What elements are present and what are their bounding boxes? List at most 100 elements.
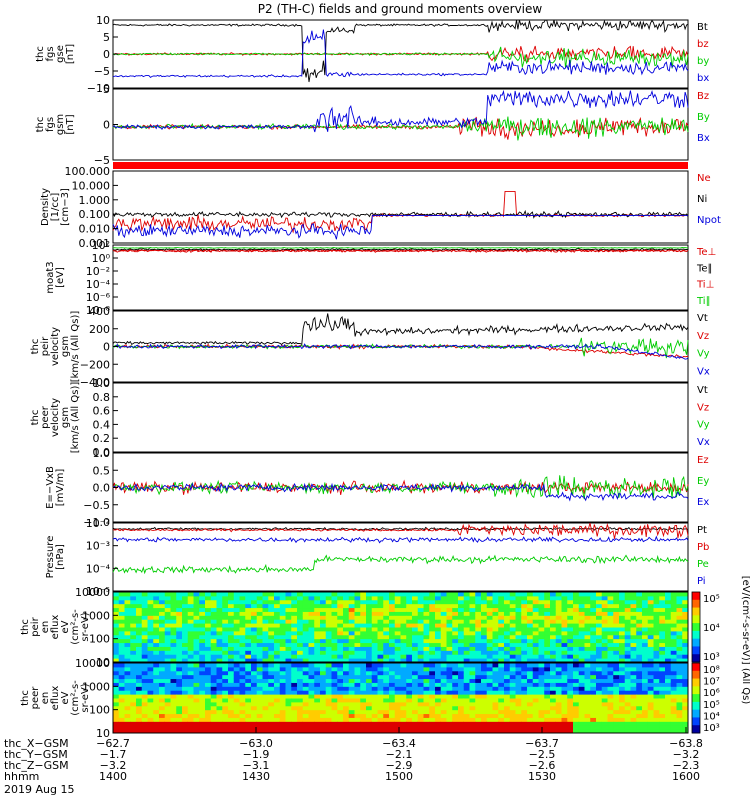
spectrogram-cell <box>429 678 436 683</box>
spectrogram-cell <box>590 729 597 734</box>
spectrogram-cell <box>164 670 171 676</box>
spectrogram-cell <box>653 638 660 644</box>
spectrogram-cell <box>239 678 246 683</box>
spectrogram-cell <box>251 650 258 655</box>
spectrogram-cell <box>498 663 505 668</box>
spectrogram-cell <box>325 646 332 651</box>
spectrogram-cell <box>331 599 338 605</box>
spectrogram-cell <box>400 694 407 699</box>
spectrogram-cell <box>538 615 545 620</box>
spectrogram-cell <box>653 619 660 624</box>
spectrogram-cell <box>337 619 344 624</box>
spectrogram-cell <box>182 725 189 730</box>
spectrogram-cell <box>486 599 493 605</box>
spectrogram-cell <box>251 717 258 722</box>
spectrogram-cell <box>619 682 626 687</box>
spectrogram-cell <box>509 709 516 715</box>
spectrogram-cell <box>619 630 626 636</box>
spectrogram-cell <box>325 682 332 687</box>
spectrogram-cell <box>274 686 281 691</box>
spectrogram-cell <box>469 663 476 668</box>
spectrogram-cell <box>561 615 568 620</box>
spectrogram-cell <box>481 646 488 651</box>
spectrogram-cell <box>354 646 361 651</box>
spectrogram-cell <box>136 658 143 663</box>
spectrogram-cell <box>366 725 373 730</box>
spectrogram-cell <box>348 725 355 730</box>
spectrogram-cell <box>130 599 137 605</box>
spectrogram-cell <box>682 646 689 651</box>
spectrogram-cell <box>590 701 597 707</box>
spectrogram-cell <box>601 619 608 624</box>
spectrogram-cell <box>475 705 482 711</box>
spectrogram-cell <box>314 666 321 672</box>
spectrogram-cell <box>630 729 637 734</box>
spectrogram-cell <box>452 658 459 663</box>
spectrogram-cell <box>199 682 206 687</box>
spectrogram-cell <box>532 666 539 672</box>
spectrogram-cell <box>682 686 689 691</box>
spectrogram-cell <box>371 615 378 620</box>
spectrogram-cell <box>366 611 373 616</box>
spectrogram-cell <box>492 694 499 699</box>
spectrogram-cell <box>291 674 298 680</box>
spectrogram-cell <box>653 705 660 711</box>
spectrogram-cell <box>412 603 419 609</box>
spectrogram-cell <box>320 615 327 620</box>
y-tick-label: 0.0 <box>93 482 111 495</box>
spectrogram-cell <box>216 646 223 651</box>
spectrogram-cell <box>573 717 580 722</box>
spectrogram-cell <box>159 682 166 687</box>
spectrogram-cell <box>619 666 626 672</box>
spectrogram-cell <box>159 663 166 668</box>
spectrogram-cell <box>567 646 574 651</box>
spectrogram-cell <box>446 627 453 632</box>
spectrogram-cell <box>423 658 430 663</box>
spectrogram-cell <box>199 619 206 624</box>
spectrogram-cell <box>182 603 189 609</box>
spectrogram-cell <box>492 682 499 687</box>
spectrogram-cell <box>406 630 413 636</box>
spectrogram-cell <box>302 686 309 691</box>
spectrogram-cell <box>343 611 350 616</box>
spectrogram-cell <box>555 603 562 609</box>
spectrogram-cell <box>647 725 654 730</box>
spectrogram-cell <box>176 701 183 707</box>
spectrogram-cell <box>636 686 643 691</box>
spectrogram-cell <box>187 670 194 676</box>
spectrogram-cell <box>113 658 120 663</box>
spectrogram-cell <box>233 634 240 640</box>
spectrogram-cell <box>504 701 511 707</box>
spectrogram-cell <box>136 650 143 655</box>
spectrogram-cell <box>550 595 557 601</box>
spectrogram-cell <box>440 721 447 726</box>
spectrogram-cell <box>665 634 672 640</box>
spectrogram-cell <box>233 686 240 691</box>
spectrogram-cell <box>498 709 505 715</box>
spectrogram-cell <box>291 634 298 640</box>
spectrogram-cell <box>550 642 557 647</box>
spectrogram-cell <box>452 619 459 624</box>
spectrogram-cell <box>435 603 442 609</box>
spectrogram-cell <box>285 642 292 647</box>
spectrogram-cell <box>343 729 350 734</box>
spectrogram-cell <box>159 670 166 676</box>
spectrogram-cell <box>274 698 281 703</box>
spectrogram-cell <box>440 630 447 636</box>
spectrogram-cell <box>527 650 534 655</box>
spectrogram-cell <box>262 729 269 734</box>
spectrogram-cell <box>302 592 309 597</box>
spectrogram-cell <box>182 717 189 722</box>
spectrogram-cell <box>498 698 505 703</box>
spectrogram-cell <box>389 595 396 601</box>
spectrogram-cell <box>400 627 407 632</box>
spectrogram-cell <box>170 698 177 703</box>
spectrogram-cell <box>435 670 442 676</box>
spectrogram-cell <box>676 670 683 676</box>
spectrogram-cell <box>159 638 166 644</box>
spectrogram-cell <box>274 646 281 651</box>
spectrogram-cell <box>147 599 154 605</box>
spectrogram-cell <box>423 611 430 616</box>
spectrogram-cell <box>141 717 148 722</box>
spectrogram-cell <box>348 701 355 707</box>
